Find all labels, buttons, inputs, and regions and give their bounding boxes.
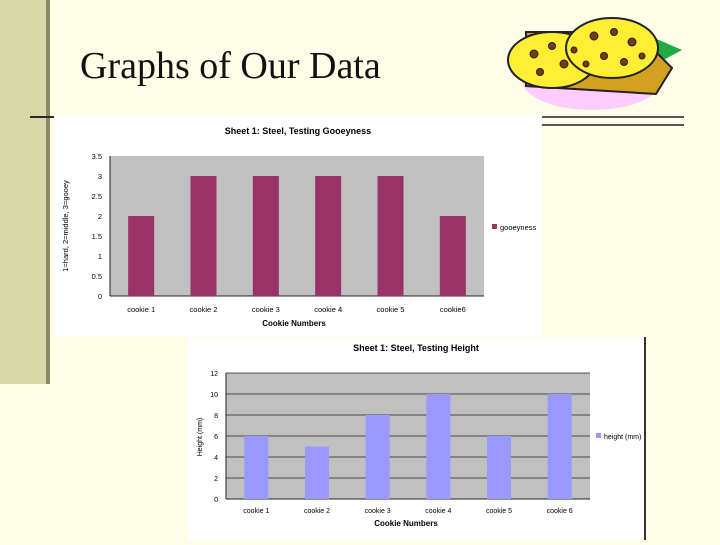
y-tick-label: 1 bbox=[98, 252, 102, 261]
bar-cookie-2 bbox=[305, 446, 329, 499]
x-axis-label: Cookie Numbers bbox=[374, 519, 438, 528]
x-axis-label: Cookie Numbers bbox=[262, 319, 326, 328]
x-tick-label: cookie 1 bbox=[127, 305, 155, 314]
bar-cookie-2 bbox=[190, 176, 217, 296]
chart-title: Sheet 1: Steel, Testing Gooeyness bbox=[225, 126, 371, 136]
x-tick-label: cookie 2 bbox=[304, 508, 330, 515]
x-tick-label: cookie 1 bbox=[243, 508, 269, 515]
y-tick-label: 3.5 bbox=[92, 152, 102, 161]
gooeyness-chart: Sheet 1: Steel, Testing Gooeyness 0 0.5 1 1… bbox=[54, 116, 542, 336]
y-tick-label: 2 bbox=[98, 212, 102, 221]
y-tick-label: 6 bbox=[214, 434, 218, 441]
bar-cookie-5 bbox=[377, 176, 404, 296]
x-tick-label: cookie 2 bbox=[190, 305, 218, 314]
y-tick-label: 3 bbox=[98, 172, 102, 181]
y-tick-label: 0 bbox=[214, 497, 218, 504]
legend-swatch bbox=[492, 224, 497, 229]
chocolate-chips bbox=[529, 28, 646, 76]
x-tick-label: cookie 3 bbox=[252, 305, 280, 314]
slide-accent-bar-edge bbox=[46, 0, 50, 384]
x-tick-label: cookie 6 bbox=[547, 508, 573, 515]
y-axis-label: 1=hard, 2=middle, 3=gooey bbox=[61, 180, 70, 272]
chart-border bbox=[644, 337, 646, 540]
gooeyness-chart-svg: Sheet 1: Steel, Testing Gooeyness 0 0.5 1 1… bbox=[61, 126, 537, 328]
bar-cookie-5 bbox=[487, 436, 511, 499]
bar-cookie-4 bbox=[426, 394, 451, 499]
chart-title: Sheet 1: Steel, Testing Height bbox=[353, 343, 479, 353]
y-axis-label: Height (mm) bbox=[197, 418, 204, 457]
legend-swatch bbox=[596, 433, 601, 438]
legend-label: height (mm) bbox=[604, 434, 641, 441]
title-rule-right-upper bbox=[542, 116, 684, 118]
y-tick-label: 4 bbox=[214, 455, 218, 462]
y-tick-label: 8 bbox=[214, 413, 218, 420]
bar-cookie-3 bbox=[365, 415, 390, 499]
bar-cookie-3 bbox=[252, 176, 279, 296]
height-chart: Sheet 1: Steel, Testing Height 0 2 4 6 8 10 12… bbox=[188, 337, 646, 540]
x-tick-label: cookie6 bbox=[440, 305, 466, 314]
y-tick-label: 0 bbox=[98, 292, 102, 301]
bar-cookie-6 bbox=[547, 394, 572, 499]
x-tick-label: cookie 4 bbox=[314, 305, 342, 314]
title-rule-left bbox=[30, 116, 54, 118]
bar-cookie-1 bbox=[128, 216, 155, 296]
bar-cookie-4 bbox=[315, 176, 342, 296]
slide-title: Graphs of Our Data bbox=[80, 45, 381, 87]
cookie-clipart-icon bbox=[507, 17, 682, 110]
slide-accent-bar bbox=[0, 0, 46, 384]
y-tick-label: 12 bbox=[210, 371, 218, 378]
x-tick-label: cookie 4 bbox=[425, 508, 451, 515]
bar-cookie-1 bbox=[244, 436, 269, 499]
x-tick-label: cookie 5 bbox=[486, 508, 512, 515]
x-tick-label: cookie 5 bbox=[377, 305, 405, 314]
y-tick-label: 2.5 bbox=[92, 192, 102, 201]
y-tick-label: 10 bbox=[210, 392, 218, 399]
height-chart-svg: Sheet 1: Steel, Testing Height 0 2 4 6 8 10 12… bbox=[197, 343, 641, 528]
plot-area bbox=[110, 156, 484, 296]
y-tick-label: 2 bbox=[214, 476, 218, 483]
cookie-right bbox=[565, 17, 659, 79]
bar-cookie6 bbox=[439, 216, 466, 296]
legend-label: gooeyness bbox=[500, 223, 537, 232]
y-tick-label: 1.5 bbox=[92, 232, 102, 241]
y-tick-label: 0.5 bbox=[92, 272, 102, 281]
title-rule-right-lower bbox=[542, 124, 684, 126]
x-tick-label: cookie 3 bbox=[365, 508, 391, 515]
